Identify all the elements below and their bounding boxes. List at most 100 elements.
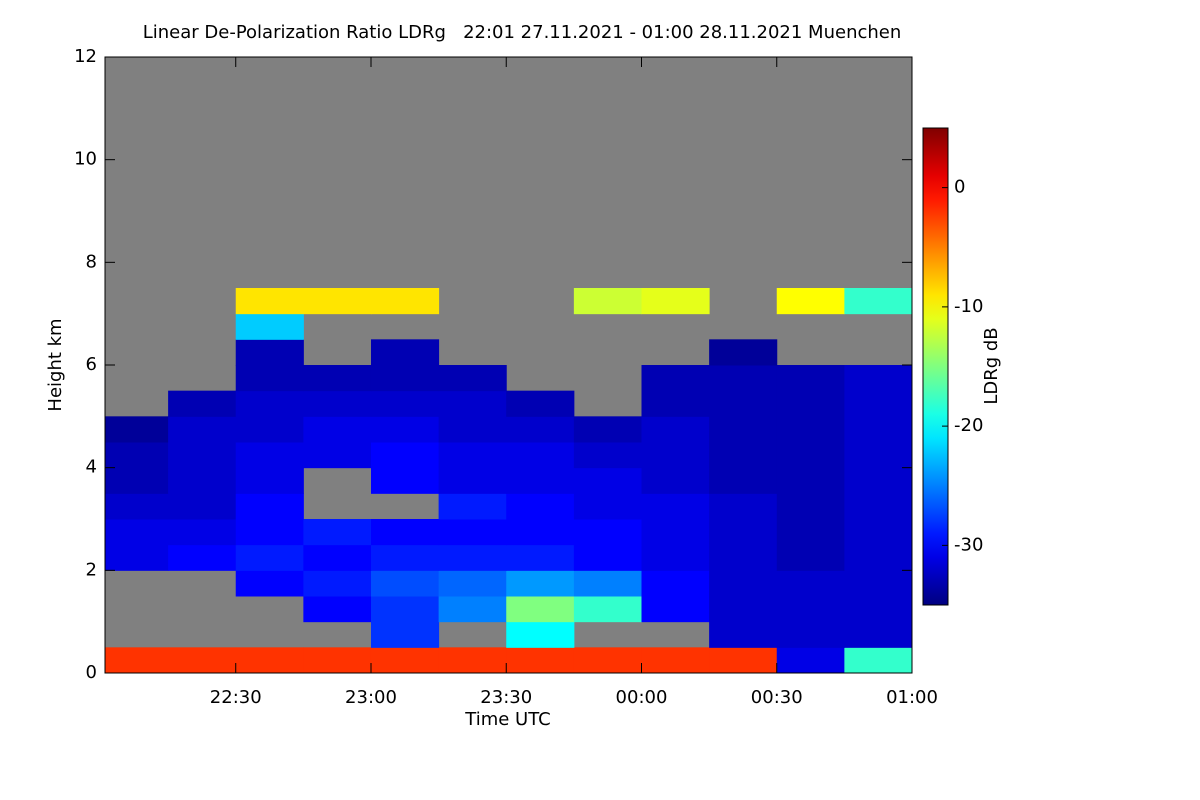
heatmap-cell — [235, 570, 304, 597]
heatmap-cell — [506, 442, 575, 469]
heatmap-cell — [709, 339, 778, 366]
heatmap-cell — [641, 365, 710, 392]
x-tick-label: 22:30 — [210, 687, 262, 708]
heatmap-cell — [844, 365, 913, 392]
heatmap-cell — [709, 442, 778, 469]
heatmap-cell — [438, 544, 507, 571]
heatmap-cell — [641, 519, 710, 546]
heatmap-cell — [303, 647, 372, 674]
heatmap-cell — [709, 519, 778, 546]
heatmap-cell — [641, 467, 710, 494]
heatmap-cell — [776, 493, 845, 520]
heatmap-cell — [573, 519, 642, 546]
heatmap-cell — [168, 647, 237, 674]
heatmap-cell — [506, 544, 575, 571]
heatmap-cell — [438, 365, 507, 392]
heatmap-cell — [303, 416, 372, 443]
heatmap-cell — [168, 416, 237, 443]
heatmap-cell — [168, 442, 237, 469]
heatmap-cell — [776, 365, 845, 392]
heatmap-cell — [776, 416, 845, 443]
heatmap-cell — [438, 442, 507, 469]
heatmap-cell — [370, 365, 440, 392]
heatmap-cell — [506, 621, 575, 648]
heatmap-cell — [844, 288, 913, 315]
heatmap-cell — [709, 647, 778, 674]
heatmap-cell — [235, 493, 304, 520]
heatmap-cell — [235, 416, 304, 443]
heatmap-cell — [370, 544, 440, 571]
heatmap-cell — [235, 442, 304, 469]
heatmap-cell — [370, 390, 440, 417]
x-tick-label: 00:30 — [751, 687, 803, 708]
y-tick-label: 10 — [74, 149, 97, 170]
heatmap-cell — [303, 596, 372, 623]
heatmap-cell — [776, 390, 845, 417]
heatmap-cell — [303, 544, 372, 571]
heatmap-cell — [235, 288, 304, 315]
heatmap-cell — [641, 416, 710, 443]
heatmap-cell — [844, 467, 913, 494]
heatmap-cell — [105, 493, 169, 520]
heatmap-cell — [641, 647, 710, 674]
heatmap-cell — [844, 390, 913, 417]
heatmap-cell — [776, 467, 845, 494]
colorbar — [922, 127, 949, 606]
colorbar-tick-label: 0 — [954, 177, 965, 198]
heatmap-cell — [370, 570, 440, 597]
x-tick-label: 01:00 — [886, 687, 938, 708]
heatmap-cell — [438, 390, 507, 417]
chart-title: Linear De-Polarization Ratio LDRg 22:01 … — [143, 22, 902, 43]
heatmap-cell — [641, 493, 710, 520]
heatmap-cell — [235, 544, 304, 571]
heatmap-cell — [168, 390, 237, 417]
x-axis-label: Time UTC — [464, 709, 550, 730]
heatmap-cell — [641, 442, 710, 469]
heatmap-cell — [776, 519, 845, 546]
heatmap-cell — [776, 442, 845, 469]
heatmap-cell — [641, 390, 710, 417]
heatmap-cell — [235, 519, 304, 546]
heatmap-cell — [303, 390, 372, 417]
heatmap-cell — [573, 467, 642, 494]
heatmap-cell — [303, 570, 372, 597]
heatmap-cell — [438, 570, 507, 597]
colorbar-tick-label: -10 — [954, 296, 983, 317]
heatmap-cell — [370, 416, 440, 443]
heatmap-cell — [844, 519, 913, 546]
heatmap-cell — [641, 544, 710, 571]
heatmap-cell — [641, 570, 710, 597]
heatmap-cell — [573, 544, 642, 571]
heatmap-cell — [168, 544, 237, 571]
heatmap-cell — [844, 442, 913, 469]
heatmap-cell — [303, 288, 372, 315]
heatmap-cell — [235, 313, 304, 340]
heatmap-cell — [573, 442, 642, 469]
heatmap-cell — [370, 288, 440, 315]
x-tick-label: 23:00 — [345, 687, 397, 708]
y-axis-label: Height km — [45, 318, 66, 411]
heatmap-cell — [438, 596, 507, 623]
y-tick-label: 0 — [86, 662, 97, 683]
heatmap-cell — [105, 467, 169, 494]
heatmap-cell — [709, 544, 778, 571]
heatmap-cell — [235, 339, 304, 366]
heatmap-cell — [844, 570, 913, 597]
heatmap-cell — [105, 519, 169, 546]
x-tick-label: 00:00 — [616, 687, 668, 708]
heatmap-cell — [235, 467, 304, 494]
heatmap-cell — [709, 390, 778, 417]
heatmap-cell — [303, 365, 372, 392]
heatmap-cell — [709, 416, 778, 443]
heatmap-cell — [506, 596, 575, 623]
heatmap-cell — [168, 519, 237, 546]
colorbar-label: LDRg dB — [981, 327, 1002, 404]
heatmap-cell — [370, 519, 440, 546]
colorbar-tick-label: -30 — [954, 534, 983, 555]
heatmap-cell — [438, 416, 507, 443]
heatmap-cell — [844, 647, 913, 674]
heatmap-cell — [844, 493, 913, 520]
heatmap-cell — [776, 596, 845, 623]
heatmap-cell — [370, 596, 440, 623]
